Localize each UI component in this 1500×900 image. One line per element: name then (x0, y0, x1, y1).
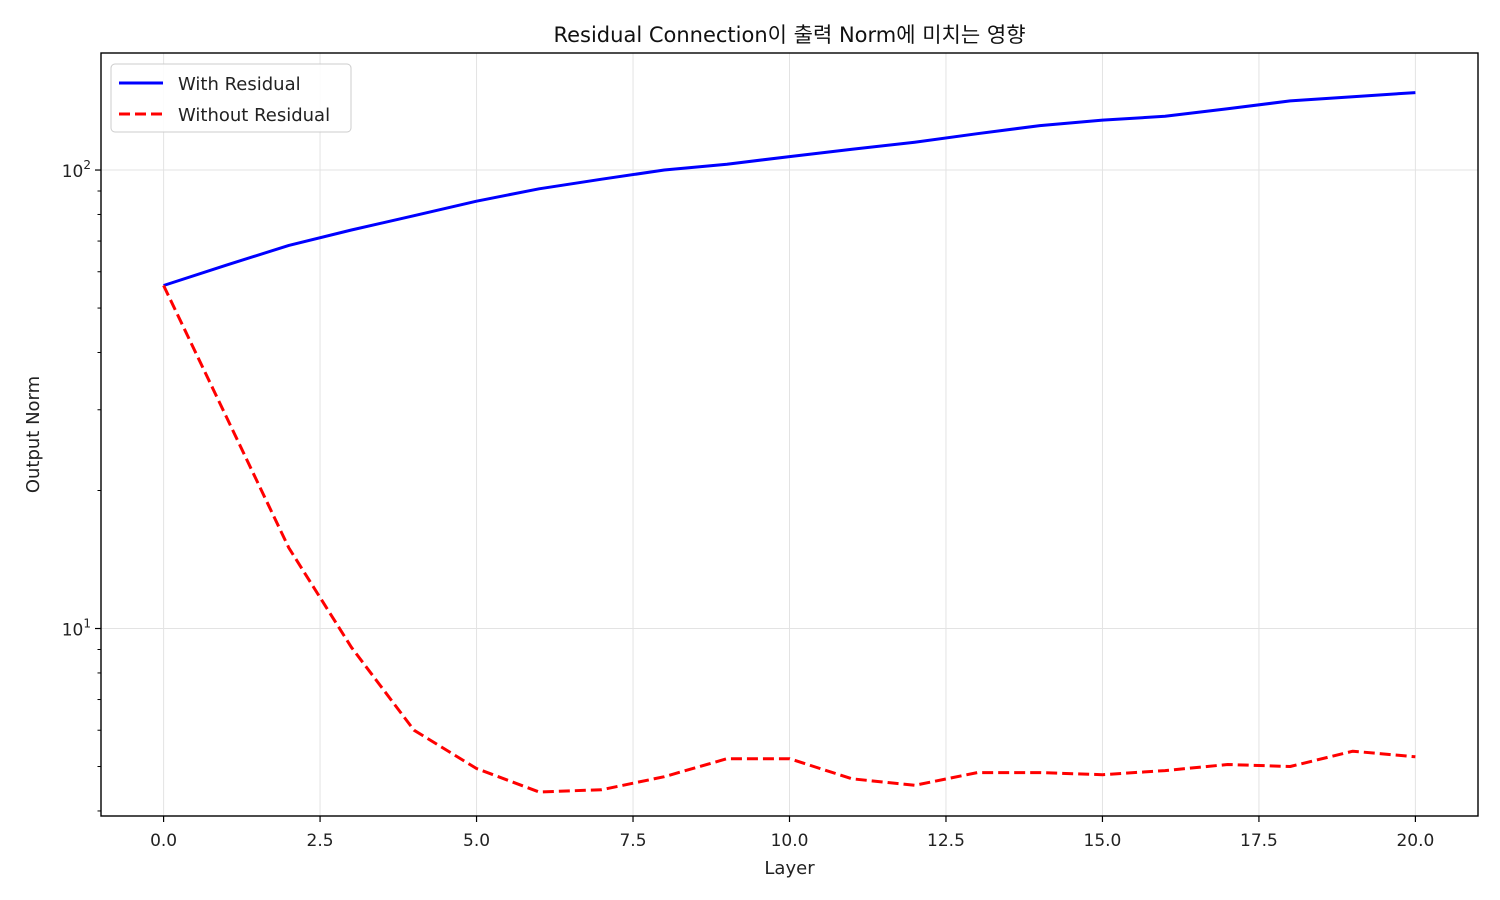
legend: With Residual Without Residual (110, 63, 352, 133)
y-tick-exponent: 2 (83, 158, 91, 172)
x-tick-label: 17.5 (1240, 831, 1278, 851)
x-tick-label: 7.5 (619, 831, 646, 851)
legend-box (110, 63, 352, 133)
x-tick-label: 0.0 (150, 831, 177, 851)
y-tick-base: 10 (62, 162, 84, 182)
grid (101, 53, 1478, 816)
chart-title: Residual Connection이 출력 Norm에 미치는 영향 (553, 23, 1025, 47)
y-tick-label: 102 (62, 158, 91, 182)
y-tick-base: 10 (62, 621, 84, 641)
series-line-without-residual (162, 284, 1416, 794)
legend-entry: Without Residual (178, 105, 330, 126)
series-line-with-residual (163, 91, 1416, 287)
x-tick-label: 5.0 (463, 831, 490, 851)
series-layer (162, 91, 1416, 794)
y-tick-exponent: 1 (83, 617, 91, 631)
y-axis-label: Output Norm (23, 376, 44, 493)
x-tick-label: 10.0 (771, 831, 809, 851)
legend-entry: With Residual (178, 74, 301, 95)
x-axis: 0.0 2.5 5.0 7.5 10.0 12.5 15.0 17.5 20.0 (150, 816, 1434, 851)
y-tick-label: 101 (62, 617, 91, 641)
x-axis-label: Layer (764, 858, 815, 879)
x-tick-label: 15.0 (1084, 831, 1122, 851)
x-tick-label: 12.5 (927, 831, 965, 851)
x-tick-label: 20.0 (1396, 831, 1434, 851)
x-tick-label: 2.5 (307, 831, 334, 851)
